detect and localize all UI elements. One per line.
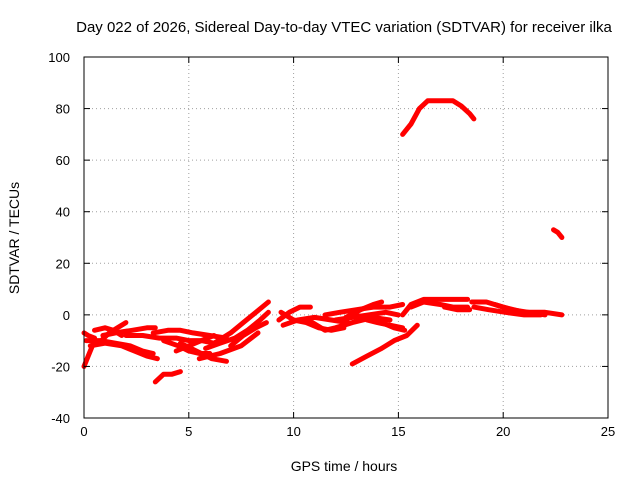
series-arc-6 <box>100 325 158 338</box>
x-tick-label: 10 <box>286 424 300 439</box>
x-tick-label: 20 <box>496 424 510 439</box>
y-tick-label: -40 <box>51 411 70 426</box>
series-arc-26 <box>364 317 406 331</box>
series-arc-35 <box>551 227 565 240</box>
series-arc-15 <box>196 330 261 362</box>
x-tick-label: 15 <box>391 424 405 439</box>
series-arc-4 <box>87 340 160 362</box>
series-arc-2 <box>81 330 97 341</box>
y-tick-label: 80 <box>56 102 70 117</box>
series-arc-34 <box>492 302 548 318</box>
series-arc-16 <box>228 320 269 349</box>
y-tick-label: -20 <box>51 359 70 374</box>
axis-ticks: 0 5 10 15 20 25 -40 -20 0 20 40 60 80 100 <box>48 50 615 439</box>
y-tick-label: 100 <box>48 50 70 65</box>
series-arc-12 <box>173 333 217 354</box>
series-arc-30 <box>408 299 471 310</box>
y-tick-label: 40 <box>56 205 70 220</box>
series-arc-31 <box>442 304 473 313</box>
x-axis-label: GPS time / hours <box>291 458 398 474</box>
series-arc-28 <box>400 98 477 137</box>
x-tick-label: 25 <box>601 424 615 439</box>
grid-lines <box>84 57 608 418</box>
series-arc-7 <box>92 325 125 338</box>
y-axis-label: SDTVAR / TECUs <box>6 182 22 294</box>
series-arc-14 <box>211 299 271 346</box>
plot-frame <box>83 56 609 419</box>
y-tick-label: 60 <box>56 153 70 168</box>
data-series-group <box>81 98 565 385</box>
chart-title: Day 022 of 2026, Sidereal Day-to-day VTE… <box>76 19 612 36</box>
x-tick-label: 5 <box>185 424 192 439</box>
x-tick-label: 0 <box>80 424 87 439</box>
series-arc-17 <box>152 369 183 385</box>
y-tick-label: 20 <box>56 256 70 271</box>
series-arc-27 <box>349 322 420 367</box>
y-tick-label: 0 <box>63 308 70 323</box>
